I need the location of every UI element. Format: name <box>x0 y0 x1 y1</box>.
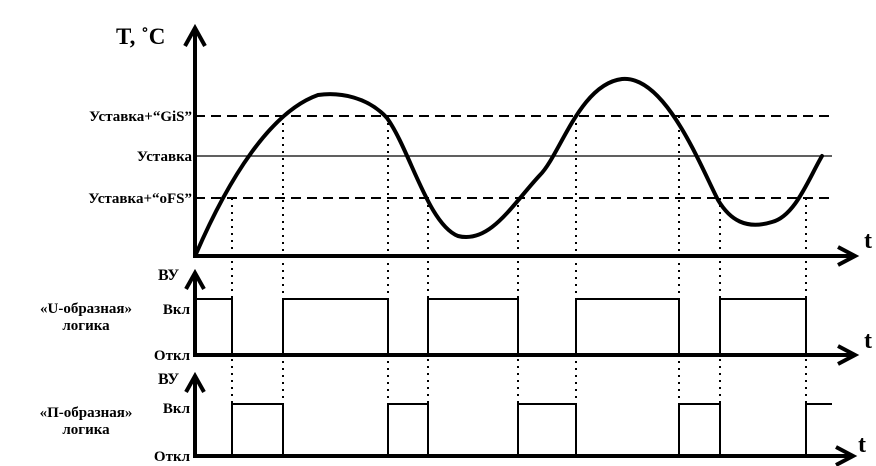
p-logic-y-axis-arrow <box>184 371 206 393</box>
p-logic-x-axis-label: t <box>858 432 866 458</box>
p-logic-signal <box>196 403 832 456</box>
p-logic-chart: ВУ Вкл Откл «П-образная» логика t <box>40 371 866 466</box>
p-logic-title-line1: «П-образная» <box>40 405 133 421</box>
u-logic-title-line2: логика <box>62 318 110 334</box>
u-logic-off-label: Откл <box>154 348 191 364</box>
u-logic-y-axis-arrow <box>184 268 206 290</box>
temperature-y-axis-label: T, ˚C <box>116 24 165 49</box>
u-logic-x-axis-label: t <box>864 328 872 354</box>
upper-threshold-label: Уставка+“GiS” <box>89 109 192 125</box>
temperature-chart: T, ˚C t Уставка+“GiS” Уставка Уставка+“o… <box>88 23 872 267</box>
p-logic-off-label: Откл <box>154 449 191 465</box>
temperature-y-axis-arrow <box>183 23 207 47</box>
lower-threshold-label: Уставка+“oFS” <box>88 191 192 207</box>
u-logic-x-axis-arrow <box>837 344 860 366</box>
p-logic-title-line2: логика <box>62 422 110 438</box>
p-logic-on-label: Вкл <box>163 401 191 417</box>
u-logic-signal <box>196 298 807 356</box>
p-logic-y-axis-label: ВУ <box>158 371 179 388</box>
u-logic-on-label: Вкл <box>163 302 191 318</box>
p-logic-x-axis-arrow <box>835 445 858 466</box>
temperature-x-axis-arrow <box>837 245 860 267</box>
crossing-guide-lines <box>231 116 807 458</box>
temperature-curve <box>194 76 824 256</box>
temperature-x-axis-label: t <box>864 228 872 254</box>
u-logic-y-axis-label: ВУ <box>158 267 179 284</box>
u-logic-title-line1: «U-образная» <box>40 301 132 317</box>
setpoint-label: Уставка <box>137 149 193 165</box>
u-logic-chart: ВУ Вкл Откл «U-образная» логика t <box>40 267 872 366</box>
